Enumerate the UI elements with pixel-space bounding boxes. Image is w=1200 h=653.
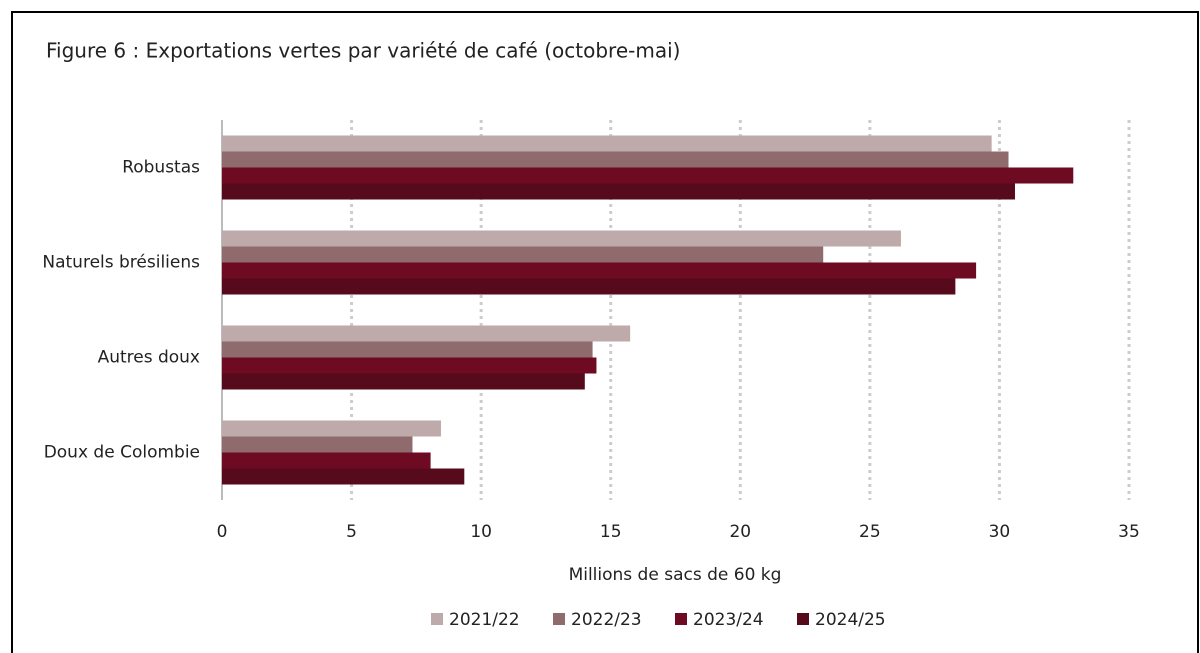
y-tick-label: Robustas [122, 158, 200, 178]
bar [222, 135, 992, 152]
legend-swatch [675, 613, 687, 625]
y-tick-label: Doux de Colombie [44, 443, 200, 463]
bar [222, 420, 441, 437]
bar [222, 436, 413, 453]
legend-label: 2024/25 [815, 610, 886, 630]
bar [222, 468, 465, 485]
legend-swatch [431, 613, 443, 625]
x-tick-label: 20 [729, 522, 751, 542]
bar [222, 278, 956, 295]
x-tick-label: 30 [989, 522, 1011, 542]
bar [222, 167, 1074, 184]
x-tick-label: 10 [470, 522, 492, 542]
x-tick-label: 0 [217, 522, 228, 542]
x-axis-label: Millions de sacs de 60 kg [569, 565, 782, 585]
x-tick-label: 35 [1118, 522, 1140, 542]
legend-label: 2021/22 [449, 610, 520, 630]
bar [222, 452, 431, 469]
bar [222, 262, 977, 279]
legend-swatch [797, 613, 809, 625]
bar [222, 373, 585, 390]
frame [11, 11, 1199, 653]
x-tick-label: 15 [600, 522, 622, 542]
bar [222, 341, 593, 358]
legend-swatch [553, 613, 565, 625]
y-tick-label: Autres doux [98, 348, 200, 368]
bar [222, 246, 824, 263]
bar [222, 357, 597, 374]
legend-label: 2023/24 [693, 610, 764, 630]
bar [222, 230, 901, 247]
bar [222, 151, 1009, 168]
bar [222, 183, 1015, 200]
y-tick-label: Naturels brésiliens [42, 253, 200, 273]
legend-label: 2022/23 [571, 610, 642, 630]
bar [222, 325, 631, 342]
x-tick-label: 5 [346, 522, 357, 542]
chart-title: Figure 6 : Exportations vertes par varié… [46, 39, 680, 63]
x-tick-label: 25 [859, 522, 881, 542]
